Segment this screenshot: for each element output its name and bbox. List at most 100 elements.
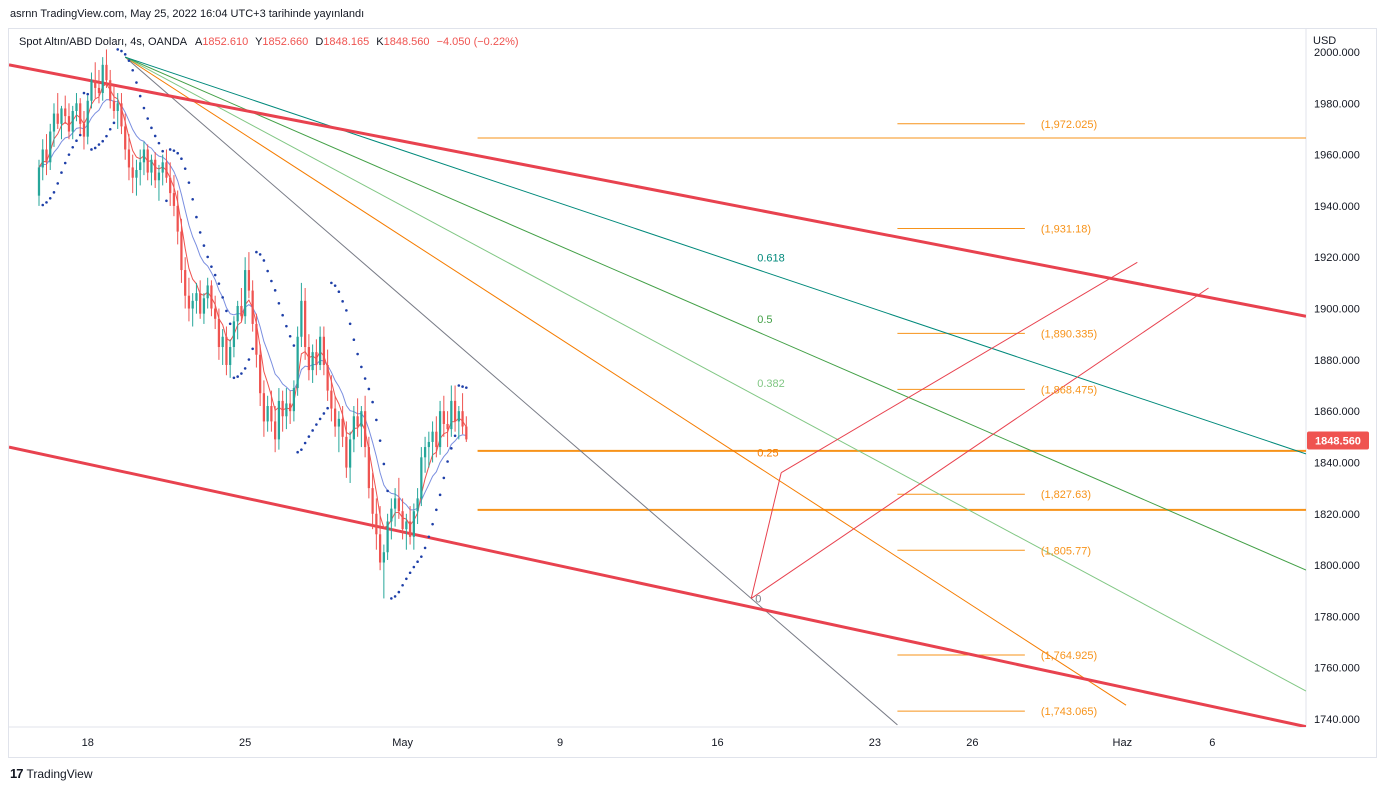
psar-dot [240, 372, 243, 375]
candle-body [116, 103, 119, 112]
candle-body [292, 388, 296, 412]
psar-dot [453, 434, 457, 438]
candle-body [315, 352, 318, 365]
psar-dot [288, 334, 292, 338]
time-tick-label: 18 [82, 737, 94, 749]
psar-dot [251, 347, 254, 351]
psar-dot [172, 149, 176, 152]
time-tick-label: 6 [1209, 737, 1215, 749]
candle-body [41, 149, 44, 168]
psar-dot [408, 571, 412, 575]
legend-close-label: K [376, 36, 384, 48]
price-axis[interactable]: 1740.000 1760.000 1780.000 1800.000 1820.000… [1314, 47, 1360, 726]
candle-body [322, 336, 326, 365]
fan-line [124, 56, 1306, 692]
legend-change: −4.050 (−0.22%) [437, 36, 519, 48]
currency-label: USD [1313, 35, 1336, 47]
psar-dot [315, 423, 318, 426]
candle-body [431, 431, 434, 442]
candle-body [67, 116, 71, 132]
candle-body [146, 149, 149, 173]
candle-body [352, 416, 355, 440]
psar-dot [82, 91, 86, 95]
candle-body [450, 400, 453, 430]
candle-body [206, 285, 209, 299]
psar-dot [150, 126, 153, 130]
candle-body [453, 400, 457, 422]
psar-dot [375, 418, 378, 422]
psar-dot [266, 269, 269, 273]
candle-body [259, 354, 262, 394]
psar-dot [71, 145, 75, 149]
footer-brand[interactable]: 17 TradingView [10, 766, 93, 781]
candle-body [139, 162, 142, 171]
fib-level-label: (1,743.065) [1041, 706, 1097, 718]
candle-body [79, 103, 82, 124]
candle-body [326, 364, 329, 391]
psar-dot [116, 48, 120, 51]
candle-body [221, 336, 224, 348]
candle-body [172, 193, 176, 206]
psar-dot [438, 493, 442, 497]
time-axis[interactable]: 18 25 May 9 16 23 26 Haz 6 [82, 737, 1216, 749]
psar-dot [337, 290, 341, 294]
price-tick-label: 1860.000 [1314, 406, 1360, 418]
candle-body [161, 162, 164, 173]
psar-dot [285, 324, 288, 328]
psar-dot [277, 301, 281, 305]
legend-close: 1848.560 [384, 36, 430, 48]
candle-body [82, 123, 86, 137]
candle-body [255, 323, 258, 355]
candle-body [266, 406, 269, 422]
candle-body [390, 508, 393, 522]
candle-body [401, 511, 404, 530]
candle-body [420, 457, 423, 499]
candle-body [397, 498, 400, 512]
footer-brand-label: TradingView [26, 766, 93, 781]
psar-dot [56, 182, 60, 185]
candle-body [60, 108, 63, 124]
candle-body [199, 293, 202, 314]
candle-body [225, 336, 228, 365]
candle-body [461, 411, 464, 427]
psar-dot [127, 59, 131, 62]
psar-dot [228, 322, 232, 326]
fan-level-label: 0.5 [757, 314, 772, 326]
psar-dot [183, 167, 187, 170]
legend-low-label: D [315, 36, 323, 48]
time-tick-label: Haz [1113, 737, 1133, 749]
legend-high-label: Y [255, 36, 263, 48]
psar-dot [401, 583, 404, 587]
psar-dot [461, 385, 464, 388]
psar-dot [412, 565, 416, 569]
fib-level-label: (1,805.77) [1041, 545, 1091, 557]
candle-body [281, 400, 284, 417]
fib-level-label: (1,972.025) [1041, 119, 1097, 131]
psar-dot [90, 148, 93, 151]
psar-dot [236, 375, 239, 378]
candle-body [157, 172, 161, 181]
candle-body [408, 521, 412, 537]
publish-info: asrnn TradingView.com, May 25, 2022 16:0… [10, 8, 365, 20]
psar-dot [191, 197, 194, 201]
psar-dot [135, 81, 138, 84]
candle-body [195, 293, 198, 301]
overlay-layer: (1,972.025) (1,931.18) (1,890.335) (1,868.4… [755, 119, 1097, 718]
time-tick-label: 25 [239, 737, 251, 749]
candle-body [214, 308, 217, 319]
candle-body [165, 162, 168, 178]
psar-dot [345, 309, 348, 312]
psar-dot [423, 546, 427, 550]
candle-body [457, 411, 460, 422]
psar-dot [333, 284, 337, 287]
candle-body [307, 347, 311, 371]
price-tick-label: 1820.000 [1314, 509, 1360, 521]
candle-body [341, 418, 344, 437]
psar-dot [457, 384, 461, 387]
psar-dot [356, 352, 359, 356]
psar-dot [420, 555, 423, 558]
psar-dot [348, 322, 352, 326]
psar-dot [367, 387, 371, 391]
fan-level-label: 0.382 [757, 378, 785, 390]
